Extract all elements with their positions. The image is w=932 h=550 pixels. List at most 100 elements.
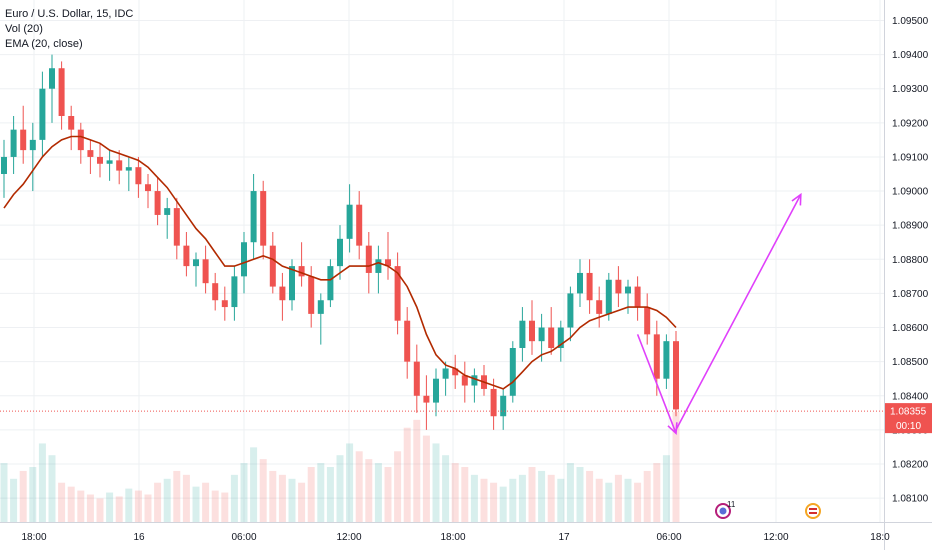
candle-body [519, 320, 526, 348]
candle-body [1, 156, 7, 174]
y-tick-label: 1.09200 [892, 118, 929, 129]
candle-body [193, 259, 199, 267]
y-tick-label: 1.08500 [892, 357, 929, 368]
volume-bar [624, 478, 632, 522]
y-tick-label: 1.08400 [892, 391, 929, 402]
current-price-tag [885, 403, 932, 434]
candle-body [317, 300, 324, 314]
volume-bar [77, 490, 85, 522]
candle-body [625, 286, 631, 294]
countdown-label: 00:10 [896, 421, 921, 432]
candle-body [145, 184, 151, 192]
candle-body [221, 300, 228, 308]
candle-body [97, 156, 103, 164]
volume-bar [653, 463, 661, 522]
candle-body [87, 150, 94, 157]
candle-body [289, 266, 295, 301]
projection-arrow-line [675, 194, 802, 431]
volume-bar [374, 463, 382, 522]
candle-body [298, 266, 305, 277]
volume-bar [538, 470, 546, 522]
candle-body [452, 368, 459, 376]
candle-body [279, 286, 286, 301]
x-tick-label: 06:00 [231, 532, 256, 543]
volume-bar [202, 482, 210, 522]
candle-body [644, 307, 651, 335]
volume-bar [269, 470, 277, 522]
volume-bar [461, 467, 469, 522]
candle-body [164, 208, 171, 215]
candle-body [183, 245, 190, 267]
ema-line [3, 135, 677, 390]
candle-body [29, 139, 36, 151]
volume-bar [576, 467, 584, 522]
candle-body [77, 129, 84, 151]
volume-bar [586, 470, 594, 522]
candle-body [653, 334, 660, 379]
candle-body [68, 116, 75, 130]
candle-body [356, 204, 363, 246]
volume-bar [67, 486, 75, 522]
volume-bar [10, 478, 18, 522]
volume-bar [125, 488, 133, 522]
volume-bar [336, 455, 344, 522]
candle-body [212, 283, 219, 301]
candle-body [673, 341, 679, 410]
volume-bar [346, 443, 354, 522]
volume-bar [595, 478, 603, 522]
x-tick-label: 18:00 [21, 532, 46, 543]
y-tick-label: 1.09100 [892, 152, 929, 163]
volume-bar [566, 463, 574, 522]
candle-body [39, 88, 46, 140]
volume-bar [58, 482, 66, 522]
candle-body [605, 279, 612, 314]
candle-body [500, 395, 507, 417]
candle-body [250, 191, 257, 243]
y-tick-label: 1.08900 [892, 221, 929, 232]
candle-body [327, 266, 334, 301]
volume-bar [499, 486, 507, 522]
us-flag-icon-stripe [809, 512, 817, 514]
volume-bar [662, 455, 670, 522]
volume-bar [182, 474, 190, 522]
candle-body [433, 378, 439, 403]
x-tick-label: 17 [558, 532, 570, 543]
volume-bar [173, 470, 181, 522]
candle-body [337, 238, 343, 267]
candle-body [471, 375, 478, 386]
candle-body [567, 293, 574, 328]
candle-body [346, 204, 353, 239]
candle-body [394, 266, 401, 321]
candle-body [596, 300, 603, 314]
candle-body [241, 242, 247, 277]
y-tick-label: 1.08800 [892, 255, 929, 266]
projection-arrow-line [636, 334, 677, 434]
y-tick-label: 1.08700 [892, 289, 929, 300]
candle-body [173, 208, 180, 246]
volume-bar [163, 478, 171, 522]
candle-body [20, 129, 27, 151]
volume-bar [365, 459, 373, 522]
volume-bar [317, 463, 325, 522]
volume-bar [38, 443, 46, 522]
volume-bar [250, 447, 258, 522]
candle-body [135, 167, 142, 185]
candle-body [577, 272, 583, 294]
volume-bar [48, 455, 56, 522]
candle-body [461, 375, 468, 386]
x-tick-label: 12:00 [763, 532, 788, 543]
volume-bar [403, 427, 411, 522]
y-tick-label: 1.08600 [892, 323, 929, 334]
candle-body [509, 348, 516, 396]
candle-body [10, 129, 17, 157]
legend-volume: Vol (20) [5, 23, 43, 35]
legend-symbol: Euro / U.S. Dollar, 15, IDC [5, 8, 134, 20]
candle-body [404, 320, 411, 362]
candle-body [116, 160, 123, 171]
y-tick-label: 1.09000 [892, 187, 929, 198]
x-tick-label: 18:00 [440, 532, 465, 543]
volume-bar [230, 474, 238, 522]
candle-body [125, 167, 132, 171]
x-tick-label: 12:00 [336, 532, 361, 543]
